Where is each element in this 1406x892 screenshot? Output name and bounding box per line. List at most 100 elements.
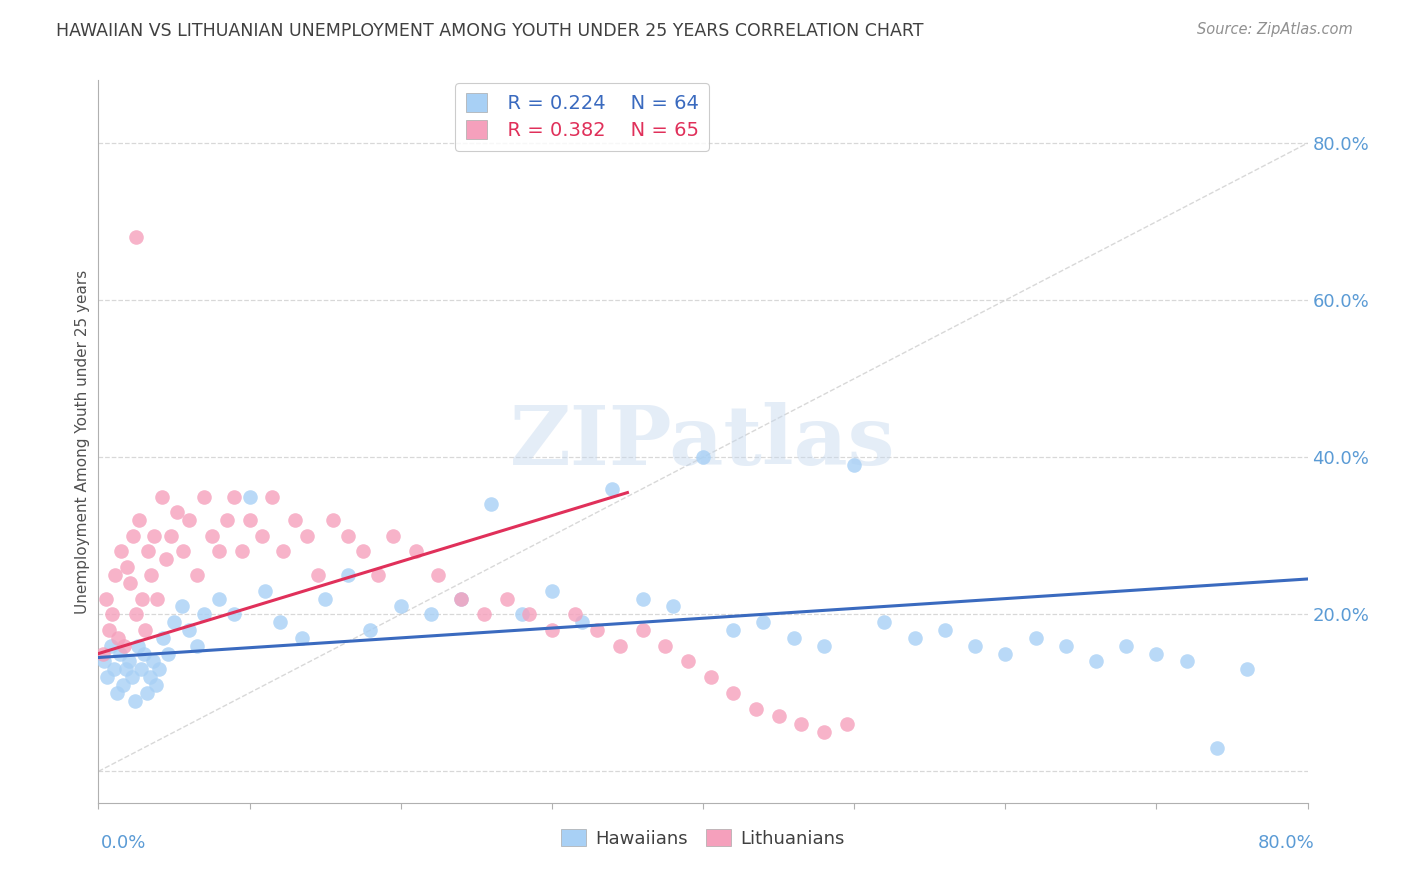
Point: [389, 599, 412, 614]
Point: [150, 490, 173, 504]
Point: [215, 513, 238, 527]
Point: [1144, 647, 1167, 661]
Point: [156, 647, 179, 661]
Point: [540, 583, 562, 598]
Point: [360, 623, 382, 637]
Point: [564, 607, 586, 622]
Point: [586, 623, 609, 637]
Point: [873, 615, 896, 630]
Point: [208, 544, 231, 558]
Text: 80.0%: 80.0%: [1258, 834, 1315, 852]
Point: [146, 591, 169, 606]
Point: [844, 458, 866, 472]
Point: [142, 655, 165, 669]
Point: [93, 655, 115, 669]
Point: [602, 482, 624, 496]
Point: [143, 529, 166, 543]
Point: [170, 599, 193, 614]
Point: [155, 552, 177, 566]
Point: [427, 568, 450, 582]
Point: [136, 544, 159, 558]
Point: [692, 450, 714, 465]
Point: [481, 497, 503, 511]
Point: [103, 662, 125, 676]
Point: [405, 544, 427, 558]
Point: [291, 631, 314, 645]
Point: [148, 662, 170, 676]
Point: [676, 655, 699, 669]
Point: [131, 591, 153, 606]
Point: [186, 568, 208, 582]
Point: [723, 686, 745, 700]
Point: [121, 670, 143, 684]
Point: [609, 639, 631, 653]
Point: [105, 686, 128, 700]
Point: [152, 631, 174, 645]
Point: [104, 568, 127, 582]
Point: [1115, 639, 1137, 653]
Point: [1236, 662, 1258, 676]
Point: [98, 623, 121, 637]
Text: HAWAIIAN VS LITHUANIAN UNEMPLOYMENT AMONG YOUTH UNDER 25 YEARS CORRELATION CHART: HAWAIIAN VS LITHUANIAN UNEMPLOYMENT AMON…: [56, 22, 924, 40]
Point: [813, 639, 835, 653]
Point: [94, 591, 117, 606]
Point: [201, 529, 224, 543]
Point: [813, 725, 835, 739]
Point: [124, 694, 146, 708]
Point: [141, 568, 163, 582]
Point: [134, 623, 156, 637]
Point: [239, 513, 262, 527]
Point: [250, 529, 273, 543]
Point: [100, 639, 122, 653]
Point: [571, 615, 593, 630]
Point: [128, 513, 150, 527]
Point: [307, 568, 329, 582]
Point: [934, 623, 956, 637]
Point: [271, 544, 294, 558]
Legend: Hawaiians, Lithuanians: Hawaiians, Lithuanians: [554, 822, 852, 855]
Point: [723, 623, 745, 637]
Y-axis label: Unemployment Among Youth under 25 years: Unemployment Among Youth under 25 years: [75, 269, 90, 614]
Point: [450, 591, 472, 606]
Point: [1024, 631, 1046, 645]
Point: [382, 529, 405, 543]
Point: [110, 544, 132, 558]
Point: [631, 591, 654, 606]
Point: [179, 623, 201, 637]
Point: [510, 607, 533, 622]
Point: [135, 686, 157, 700]
Point: [145, 678, 167, 692]
Point: [336, 529, 359, 543]
Point: [96, 670, 118, 684]
Point: [262, 490, 284, 504]
Point: [352, 544, 374, 558]
Point: [193, 490, 215, 504]
Point: [239, 490, 262, 504]
Text: Source: ZipAtlas.com: Source: ZipAtlas.com: [1197, 22, 1353, 37]
Point: [994, 647, 1017, 661]
Point: [631, 623, 654, 637]
Point: [163, 615, 186, 630]
Text: 0.0%: 0.0%: [101, 834, 146, 852]
Point: [472, 607, 495, 622]
Point: [745, 701, 768, 715]
Point: [835, 717, 858, 731]
Point: [295, 529, 318, 543]
Point: [269, 615, 291, 630]
Point: [125, 230, 148, 244]
Point: [517, 607, 540, 622]
Point: [160, 529, 183, 543]
Point: [101, 607, 124, 622]
Point: [172, 544, 194, 558]
Point: [336, 568, 359, 582]
Point: [654, 639, 676, 653]
Point: [965, 639, 987, 653]
Point: [122, 529, 145, 543]
Point: [125, 607, 148, 622]
Point: [284, 513, 307, 527]
Point: [904, 631, 927, 645]
Point: [224, 490, 246, 504]
Point: [111, 678, 134, 692]
Point: [783, 631, 806, 645]
Point: [699, 670, 721, 684]
